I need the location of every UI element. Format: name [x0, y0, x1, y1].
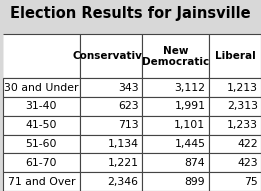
Text: Election Results for Jainsville: Election Results for Jainsville: [10, 6, 251, 21]
